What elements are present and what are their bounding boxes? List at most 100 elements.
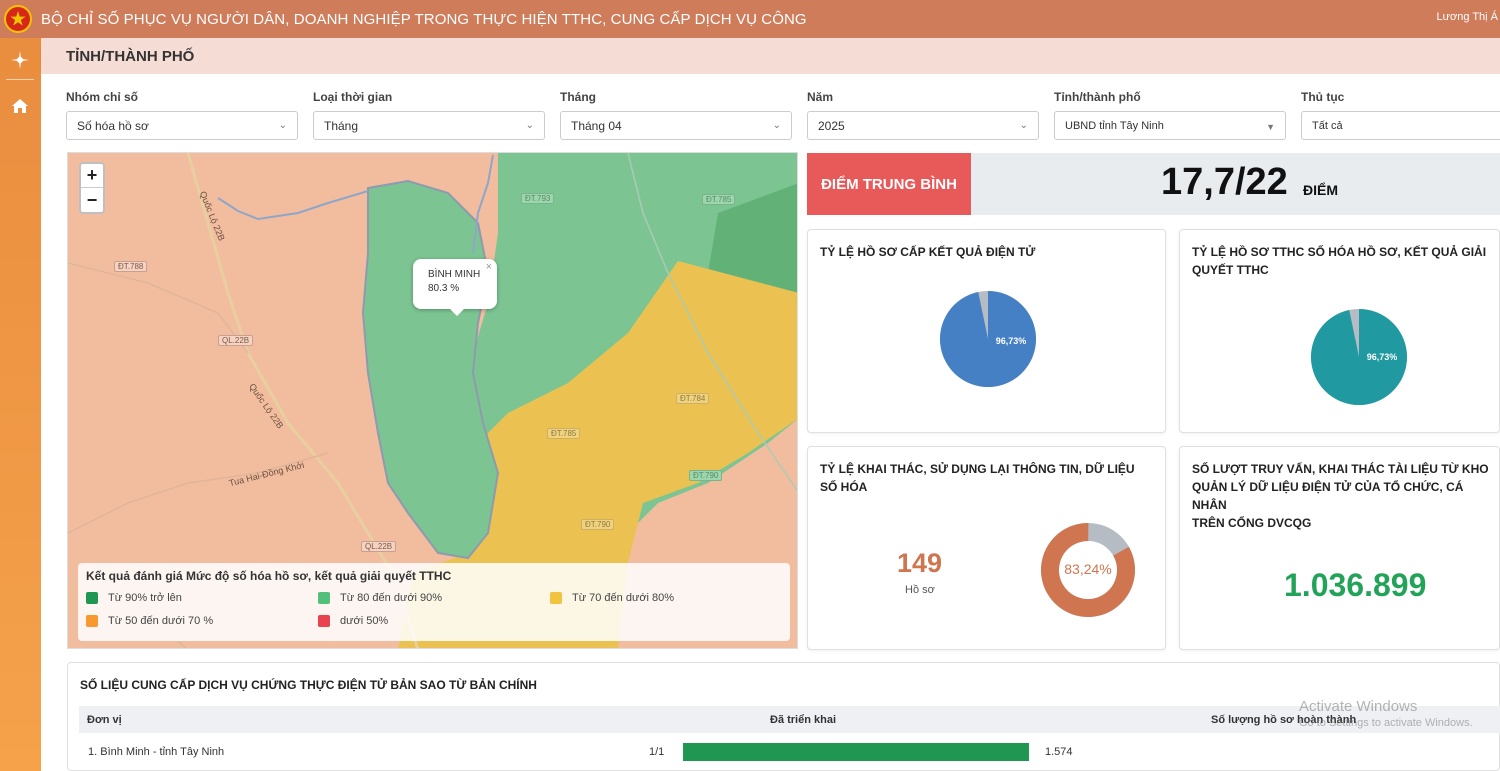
- legend-item: Từ 70 đến dưới 80%: [550, 592, 674, 604]
- home-icon[interactable]: [8, 94, 32, 118]
- nam-select[interactable]: 2025 ⌄: [807, 111, 1039, 140]
- zoom-out-button[interactable]: −: [86, 189, 98, 210]
- pie-slice-main: [1311, 309, 1407, 405]
- deployed-progress-bar: [683, 743, 1029, 761]
- road-label: QL.22B: [361, 541, 397, 552]
- filter-thang: Tháng Tháng 04 ⌄: [560, 90, 792, 140]
- national-emblem-icon: [4, 5, 32, 33]
- dashboard-compass-icon[interactable]: [8, 48, 32, 72]
- sidebar-divider: [6, 79, 34, 80]
- close-icon[interactable]: ×: [485, 261, 492, 273]
- zoom-control: + −: [79, 162, 105, 214]
- column-header-completed[interactable]: Số lượng hồ sơ hoàn thành: [1211, 714, 1357, 726]
- section-header: TỈNH/THÀNH PHỐ: [41, 38, 1500, 74]
- pie-label: 96,73%: [996, 336, 1027, 346]
- card-title-line: TỶ LỆ KHAI THÁC, SỬ DỤNG LẠI THÔNG TIN, …: [820, 462, 1135, 476]
- chevron-down-icon: ⌄: [772, 120, 781, 131]
- legend-swatch: [550, 592, 562, 604]
- select-value: Tất cả: [1312, 119, 1343, 132]
- card-khai-thac: TỶ LỆ KHAI THÁC, SỬ DỤNG LẠI THÔNG TIN, …: [807, 446, 1166, 650]
- popup-region-name: BÌNH MINH: [428, 269, 481, 280]
- card-title-line: SỐ LƯỢT TRUY VẤN, KHAI THÁC TÀI LIỆU TỪ …: [1192, 462, 1489, 476]
- ho-so-count: 149: [897, 548, 943, 578]
- river: [217, 190, 369, 221]
- legend-swatch: [86, 615, 98, 627]
- table-row[interactable]: 1. Bình Minh - tỉnh Tây Ninh 1/1 1.574: [79, 737, 1500, 763]
- legend-item: dưới 50%: [318, 615, 388, 627]
- nhom-chi-so-select[interactable]: Số hóa hồ sơ ⌄: [66, 111, 298, 140]
- filter-label: Nhóm chỉ số: [66, 90, 139, 104]
- donut-label: 83,24%: [1064, 561, 1111, 577]
- map-popup: × BÌNH MINH 80.3 %: [413, 259, 497, 316]
- caret-down-icon: ▼: [1266, 122, 1275, 132]
- app-title: BỘ CHỈ SỐ PHỤC VỤ NGƯỜI DÂN, DOANH NGHIỆ…: [41, 10, 807, 28]
- filter-label: Loại thời gian: [313, 90, 393, 104]
- select-value: 2025: [818, 118, 845, 133]
- card-title: TỶ LỆ HỒ SƠ TTHC SỐ HÓA HỒ SƠ, KẾT QUẢ G…: [1192, 243, 1486, 279]
- donut-chart: 83,24%: [1041, 523, 1135, 617]
- popup-region-value: 80.3 %: [428, 283, 460, 294]
- cell-unit: 1. Bình Minh - tỉnh Tây Ninh: [88, 746, 225, 758]
- legend-label: dưới 50%: [340, 615, 389, 627]
- filter-nhom-chi-so: Nhóm chỉ số Số hóa hồ sơ ⌄: [66, 90, 298, 140]
- legend-swatch: [318, 592, 330, 604]
- road-label: ĐT.785: [702, 194, 736, 205]
- select-value: Tháng 04: [571, 118, 622, 133]
- legend-label: Từ 90% trở lên: [108, 592, 182, 604]
- filter-nam: Năm 2025 ⌄: [807, 90, 1039, 140]
- map-panel[interactable]: ĐT.788 QL.22B QL.22B ĐT.793 ĐT.785 ĐT.78…: [67, 152, 798, 649]
- pie-chart: 96,73%: [940, 291, 1036, 387]
- card-title: TỶ LỆ HỒ SƠ CẤP KẾT QUẢ ĐIỆN TỬ: [820, 245, 1036, 259]
- legend-item: Từ 90% trở lên: [86, 592, 182, 604]
- legend-label: Từ 50 đến dưới 70 %: [108, 615, 214, 627]
- table-header: Đơn vị Đã triển khai Số lượng hồ sơ hoàn…: [79, 706, 1500, 733]
- column-header-deployed[interactable]: Đã triển khai: [770, 714, 837, 726]
- thang-select[interactable]: Tháng 04 ⌄: [560, 111, 792, 140]
- chevron-down-icon: ⌄: [525, 120, 534, 131]
- legend-label: Từ 70 đến dưới 80%: [572, 592, 675, 604]
- ho-so-unit: Hồ sơ: [905, 584, 935, 596]
- card-title: TỶ LỆ KHAI THÁC, SỬ DỤNG LẠI THÔNG TIN, …: [820, 460, 1135, 496]
- legend-swatch: [86, 592, 98, 604]
- average-score-label: ĐIỂM TRUNG BÌNH: [807, 153, 971, 215]
- pie-chart: 96,73%: [1311, 309, 1407, 405]
- road-label: ĐT.790: [689, 470, 723, 481]
- tinh-thanh-pho-select[interactable]: UBND tỉnh Tây Ninh ▼: [1054, 111, 1286, 140]
- road: [68, 262, 249, 354]
- filter-thu-tuc: Thủ tục Tất cả: [1301, 90, 1500, 140]
- road-label: ĐT.793: [521, 193, 555, 204]
- popup-tip: [450, 309, 464, 316]
- truy-van-count: 1.036.899: [1284, 567, 1427, 603]
- road-label: ĐT.784: [676, 393, 710, 404]
- chevron-down-icon: ⌄: [1019, 120, 1028, 131]
- road-label: ĐT.788: [114, 261, 148, 272]
- legend-swatch: [318, 615, 330, 627]
- card-title: SỐ LƯỢT TRUY VẤN, KHAI THÁC TÀI LIỆU TỪ …: [1192, 460, 1499, 532]
- select-value: UBND tỉnh Tây Ninh: [1065, 119, 1164, 132]
- top-bar: BỘ CHỈ SỐ PHỤC VỤ NGƯỜI DÂN, DOANH NGHIỆ…: [0, 0, 1500, 38]
- filter-label: Tháng: [560, 90, 596, 104]
- legend-label: Từ 80 đến dưới 90%: [340, 592, 443, 604]
- card-truy-van: SỐ LƯỢT TRUY VẤN, KHAI THÁC TÀI LIỆU TỪ …: [1179, 446, 1500, 650]
- map-legend: Kết quả đánh giá Mức độ số hóa hồ sơ, kế…: [78, 563, 790, 641]
- cell-completed: 1.574: [1045, 746, 1073, 758]
- road-label: QL.22B: [218, 335, 254, 346]
- pie-label: 96,73%: [1367, 352, 1398, 362]
- card-title-line: SỐ HÓA: [820, 480, 868, 494]
- user-name[interactable]: Lương Thị Á: [1436, 11, 1498, 23]
- region-yellow: [398, 261, 797, 648]
- card-title-line: TRÊN CỔNG DVCQG: [1192, 516, 1312, 530]
- zoom-in-button[interactable]: +: [81, 164, 103, 188]
- loai-thoi-gian-select[interactable]: Tháng ⌄: [313, 111, 545, 140]
- select-value: Số hóa hồ sơ: [77, 118, 149, 133]
- filter-label: Năm: [807, 90, 834, 104]
- column-header-unit[interactable]: Đơn vị: [87, 714, 122, 726]
- card-so-hoa-ho-so: TỶ LỆ HỒ SƠ TTHC SỐ HÓA HỒ SƠ, KẾT QUẢ G…: [1179, 229, 1500, 433]
- table-title: SỐ LIỆU CUNG CẤP DỊCH VỤ CHỨNG THỰC ĐIỆN…: [80, 678, 537, 692]
- thu-tuc-select[interactable]: Tất cả: [1301, 111, 1500, 140]
- legend-item: Từ 50 đến dưới 70 %: [86, 615, 213, 627]
- card-title-line: TỶ LỆ HỒ SƠ TTHC SỐ HÓA HỒ SƠ, KẾT QUẢ G…: [1192, 245, 1487, 259]
- card-ket-qua-dien-tu: TỶ LỆ HỒ SƠ CẤP KẾT QUẢ ĐIỆN TỬ 96,73%: [807, 229, 1166, 433]
- road: [68, 452, 329, 534]
- legend-item: Từ 80 đến dưới 90%: [318, 592, 442, 604]
